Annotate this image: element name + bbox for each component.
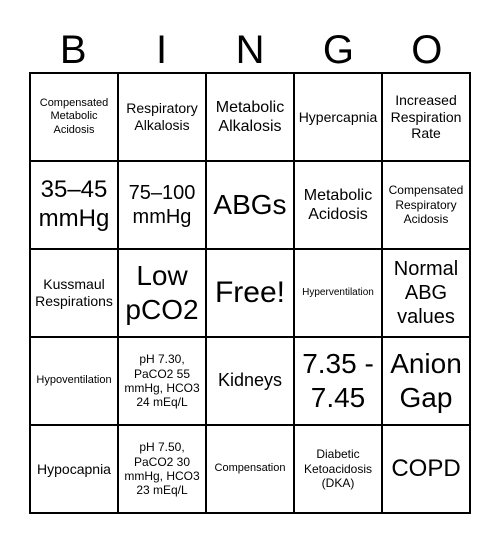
header-letter-g: G	[322, 28, 354, 72]
bingo-cell-r5c4[interactable]: Diabetic Ketoacidosis (DKA)	[294, 425, 382, 513]
bingo-cell-r4c1[interactable]: Hypoventilation	[30, 337, 118, 425]
bingo-cell-r3c1[interactable]: Kussmaul Respirations	[30, 249, 118, 337]
header-letter-b: B	[59, 28, 87, 72]
bingo-cell-r3c2[interactable]: Low pCO2	[118, 249, 206, 337]
bingo-cell-r5c5[interactable]: COPD	[382, 425, 470, 513]
bingo-cell-r2c2[interactable]: 75–100 mmHg	[118, 161, 206, 249]
bingo-cell-r4c2[interactable]: pH 7.30, PaCO2 55 mmHg, HCO3 24 mEq/L	[118, 337, 206, 425]
bingo-cell-r4c3[interactable]: Kidneys	[206, 337, 294, 425]
bingo-cell-r1c4[interactable]: Hypercapnia	[294, 73, 382, 161]
bingo-cell-r4c5[interactable]: Anion Gap	[382, 337, 470, 425]
bingo-cell-r5c2[interactable]: pH 7.50, PaCO2 30 mmHg, HCO3 23 mEq/L	[118, 425, 206, 513]
bingo-cell-r1c3[interactable]: Metabolic Alkalosis	[206, 73, 294, 161]
bingo-cell-r3c4[interactable]: Hyperventilation	[294, 249, 382, 337]
bingo-cell-r3c5[interactable]: Normal ABG values	[382, 249, 470, 337]
header-letter-o: O	[411, 28, 443, 72]
header-letter-i: I	[156, 28, 168, 72]
bingo-cell-r1c5[interactable]: Increased Respiration Rate	[382, 73, 470, 161]
bingo-card: Compensated Metabolic Acidosis Respirato…	[29, 72, 471, 514]
header-letter-n: N	[235, 28, 265, 72]
bingo-cell-r2c1[interactable]: 35–45 mmHg	[30, 161, 118, 249]
bingo-cell-r1c1[interactable]: Compensated Metabolic Acidosis	[30, 73, 118, 161]
bingo-cell-r2c3[interactable]: ABGs	[206, 161, 294, 249]
bingo-cell-r5c3[interactable]: Compensation	[206, 425, 294, 513]
bingo-cell-r5c1[interactable]: Hypocapnia	[30, 425, 118, 513]
bingo-cell-r4c4[interactable]: 7.35 - 7.45	[294, 337, 382, 425]
bingo-cell-r2c4[interactable]: Metabolic Acidosis	[294, 161, 382, 249]
bingo-header: B I N G O	[29, 26, 471, 74]
bingo-cell-r1c2[interactable]: Respiratory Alkalosis	[118, 73, 206, 161]
bingo-cell-free[interactable]: Free!	[206, 249, 294, 337]
bingo-cell-r2c5[interactable]: Compensated Respiratory Acidosis	[382, 161, 470, 249]
